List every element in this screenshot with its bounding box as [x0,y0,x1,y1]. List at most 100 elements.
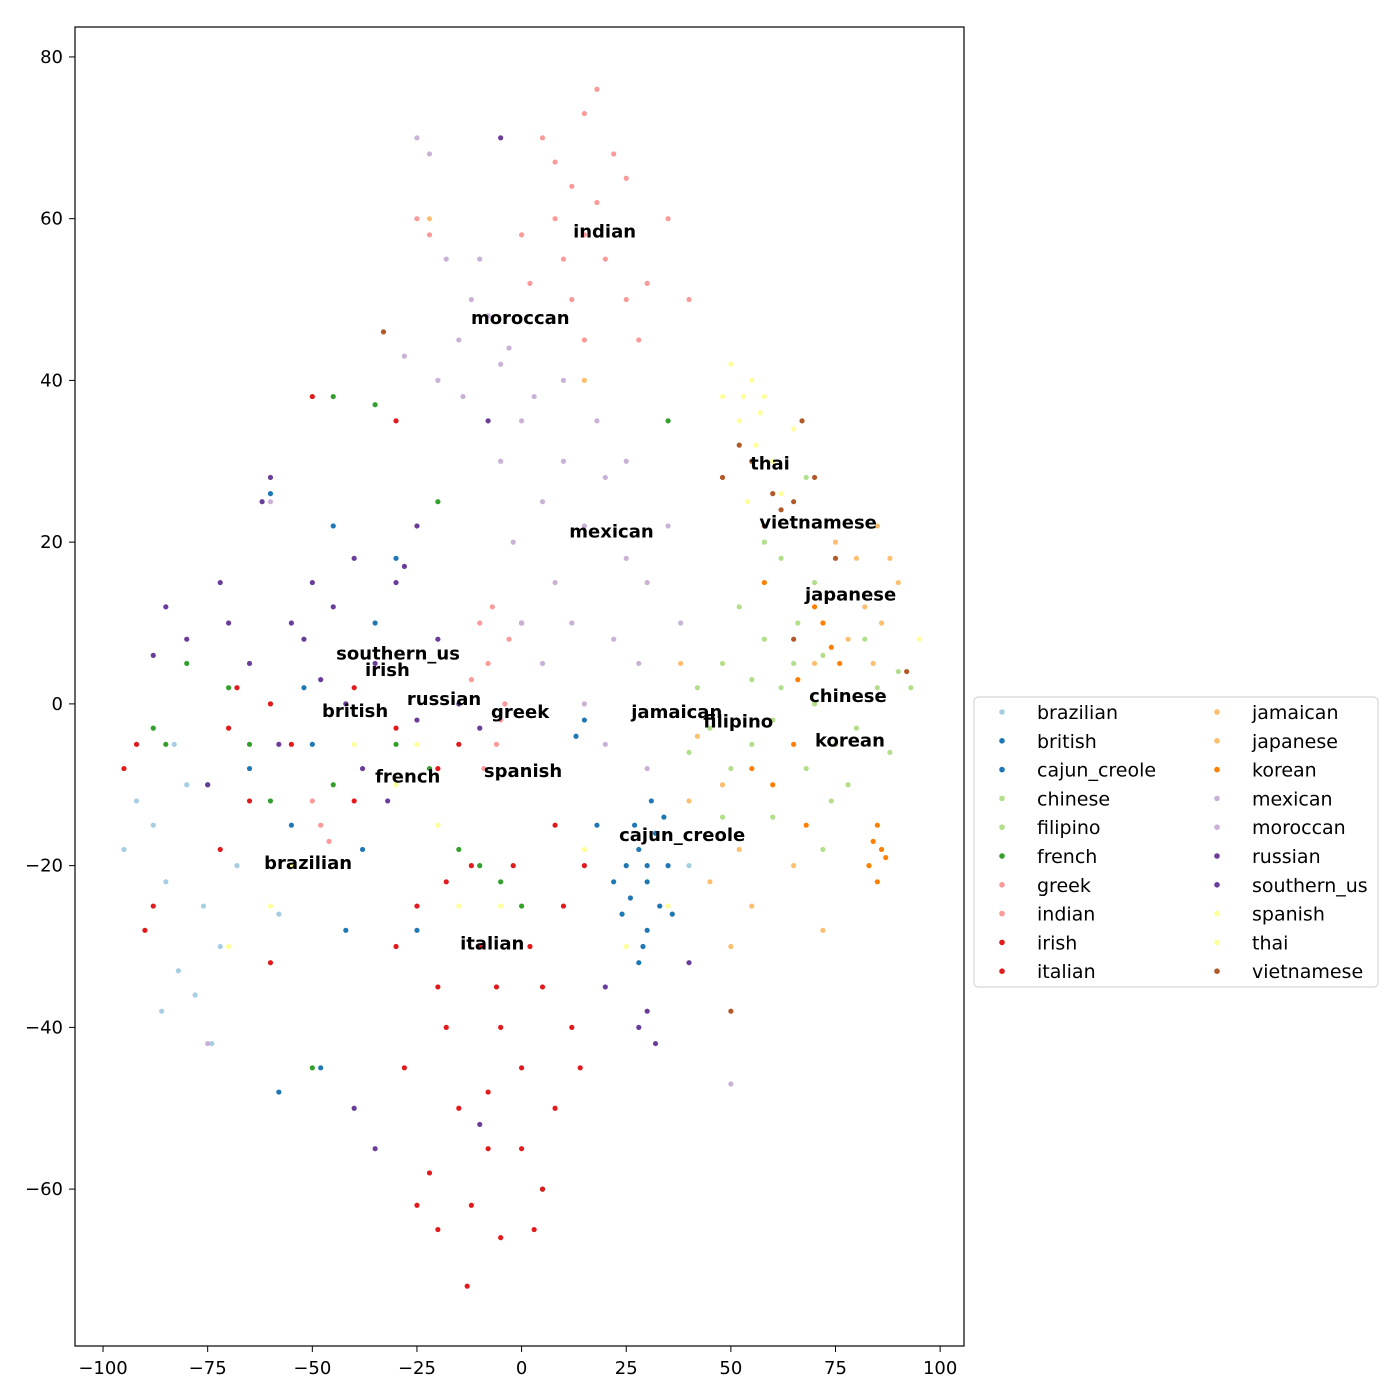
legend-label-irish: irish [1037,932,1077,954]
point-brazilian [686,863,692,869]
point-indian [539,135,546,141]
point-cajun_creole [627,895,634,901]
plot-area [74,26,965,1347]
point-filipino [770,814,776,820]
point-cajun_creole [640,943,646,950]
point-irish [142,927,148,933]
point-mexican [552,579,558,586]
point-spanish [665,903,671,909]
point-filipino [707,725,713,731]
point-french [477,863,483,869]
point-vietnamese [791,499,797,505]
point-japanese [811,660,818,667]
annotation-japanese: japanese [804,585,896,606]
point-mexican [644,765,650,772]
point-french [330,782,336,788]
point-french [518,903,525,909]
legend-marker-russian [1214,853,1220,859]
point-korean [770,782,776,788]
point-spanish [393,782,399,788]
point-indian [569,296,575,303]
point-russian [435,636,441,642]
point-british [288,822,294,828]
point-indian [518,232,525,238]
point-mexican [623,458,629,464]
point-french [372,402,378,408]
point-korean [749,765,755,772]
point-thai [778,491,784,497]
point-italian [510,863,516,869]
legend-label-moroccan: moroccan [1252,817,1346,839]
point-chinese [874,685,880,691]
annotation-british: british [322,701,388,722]
point-irish [133,741,140,747]
legend-marker-korean [1214,766,1220,773]
point-french [393,741,399,747]
point-chinese [828,798,834,804]
legend-label-chinese: chinese [1037,788,1110,810]
point-chinese [749,677,755,683]
point-japanese [878,620,885,626]
point-indian [426,232,433,238]
point-russian [150,652,156,658]
point-british [267,491,274,497]
point-british [330,523,336,529]
annotation-spanish: spanish [484,761,562,782]
point-vietnamese [832,555,839,561]
point-russian [393,579,399,586]
point-mexican [531,393,537,400]
point-filipino [719,660,726,667]
point-greek [506,636,512,642]
point-mexican [539,499,546,505]
point-brazilian [163,879,169,885]
legend-marker-italian [999,968,1005,974]
point-vietnamese [778,507,784,513]
point-french [330,393,336,400]
point-indian [665,216,671,222]
point-italian [539,984,546,990]
point-spanish [288,863,294,869]
point-thai [745,499,751,505]
point-indian [594,199,600,206]
legend-marker-brazilian [999,709,1005,715]
point-southern_us [477,1121,483,1128]
point-vietnamese [736,442,742,448]
annotation-moroccan: moroccan [471,308,570,329]
point-jamaican [749,903,755,909]
point-moroccan [426,151,433,157]
point-russian [267,474,274,481]
point-brazilian [217,943,223,950]
legend-label-southern_us: southern_us [1252,875,1368,897]
point-cajun_creole [644,879,650,885]
point-brazilian [234,863,240,869]
point-vietnamese [761,523,767,529]
point-italian [393,943,399,950]
point-indian [414,216,420,222]
point-mexican [510,539,516,545]
point-mexican [498,458,504,464]
point-brazilian [159,1008,165,1014]
point-filipino [803,474,809,481]
point-indian [581,337,587,343]
legend-marker-moroccan [1214,824,1220,830]
point-italian [581,863,587,869]
point-southern_us [246,660,253,667]
point-mexican [518,620,525,626]
point-indian [644,280,650,286]
point-mexican [539,660,546,667]
point-southern_us [686,960,692,966]
point-spanish [267,903,274,909]
legend-label-mexican: mexican [1252,788,1333,810]
point-thai [719,393,726,400]
point-southern_us [414,717,420,723]
y-axis: −60 −40 −20 0 20 40 60 80 [25,47,75,1200]
x-tick-label: −50 [293,1358,331,1379]
point-mexican [594,418,600,424]
point-irish [393,418,399,424]
point-italian [577,1065,583,1071]
point-brazilian [209,1040,215,1047]
legend-marker-jamaican [1214,709,1220,715]
point-cajun_creole [661,814,667,820]
y-tick-label: 80 [40,47,63,68]
